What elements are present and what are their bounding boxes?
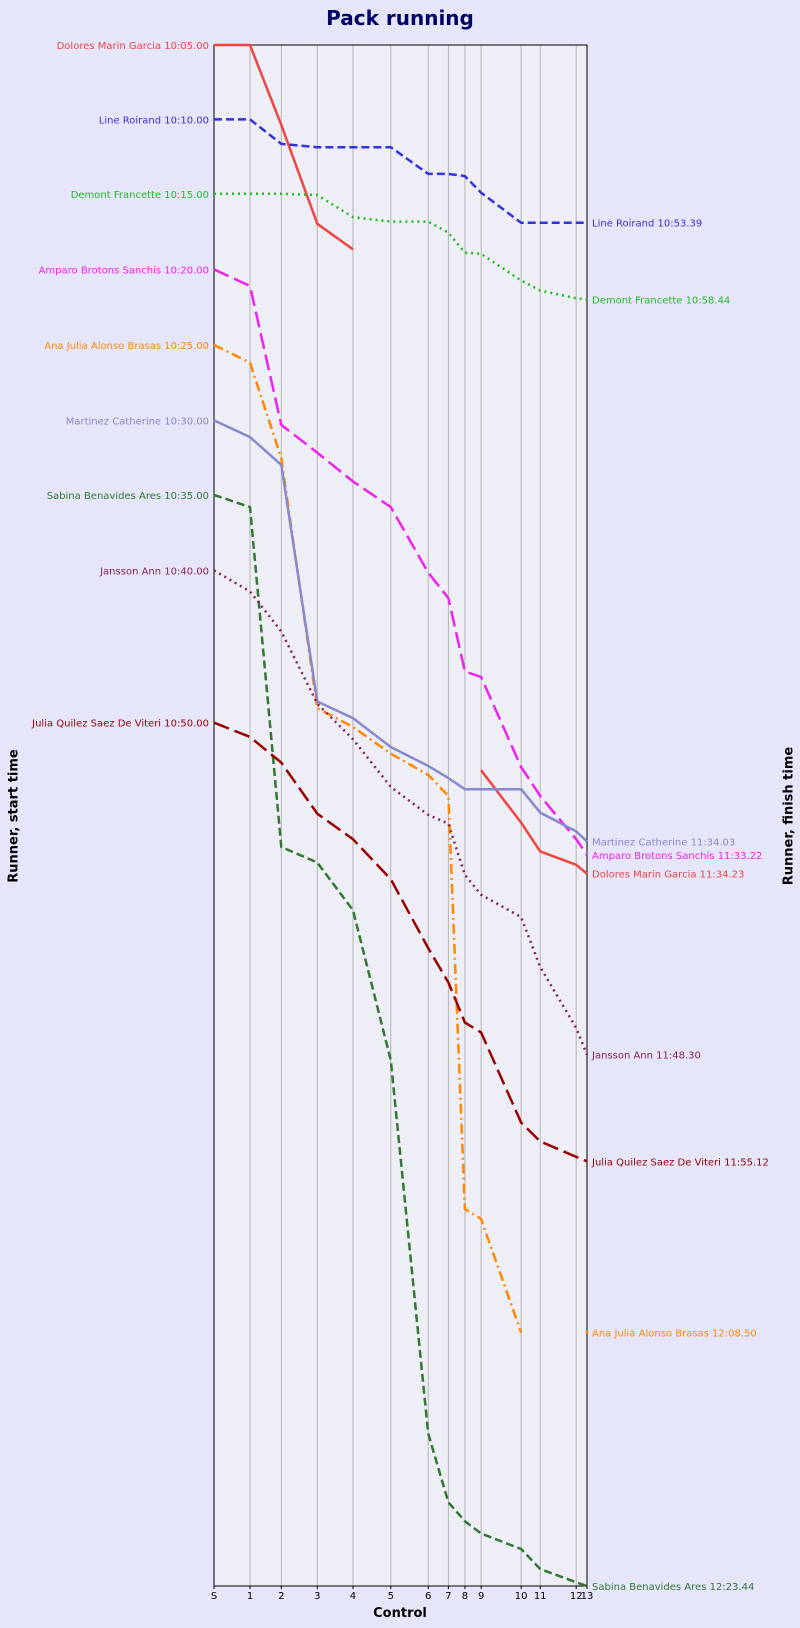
end-label: Dolores Marin Garcia 11:34.23 [592, 870, 744, 881]
chart-title: Pack running [326, 6, 474, 30]
end-label: Martinez Catherine 11:34.03 [592, 837, 735, 848]
start-label: Ana Julia Alonso Brasas 10:25.00 [44, 341, 209, 352]
x-tick-label: 10 [515, 1591, 528, 1602]
end-label: Line Roirand 10:53.39 [592, 219, 702, 230]
end-label: Jansson Ann 11:48.30 [591, 1051, 701, 1062]
x-tick-label: 7 [445, 1591, 451, 1602]
series-line [213, 343, 523, 1333]
start-label: Dolores Marin Garcia 10:05.00 [57, 41, 209, 52]
x-tick-label: 1 [247, 1591, 253, 1602]
series-line [213, 419, 588, 843]
series-line [213, 268, 589, 856]
start-label: Julia Quilez Saez De Viteri 10:50.00 [31, 719, 209, 730]
series-line [213, 569, 589, 1056]
x-axis-label: Control [373, 1606, 427, 1621]
x-tick-label: 2 [278, 1591, 284, 1602]
end-label: Amparo Brotons Sanchís 11:33.22 [592, 850, 762, 862]
series-line [213, 493, 588, 1588]
plot-frame [213, 44, 588, 1587]
series-line [480, 769, 588, 875]
end-label: Ana Julia Alonso Brasas 12:08.50 [592, 1328, 757, 1339]
plot-area [214, 45, 587, 1586]
start-label: Line Roirand 10:10.00 [99, 115, 209, 126]
x-tick-label: 12 [570, 1591, 583, 1602]
series-line [214, 192, 588, 301]
x-tick-label: 6 [425, 1591, 431, 1602]
x-tick-label: 8 [462, 1591, 468, 1602]
x-tick-label: S [211, 1591, 217, 1602]
x-tick-label: 13 [581, 1591, 594, 1602]
x-tick-label: 11 [534, 1591, 547, 1602]
end-marker [585, 1330, 589, 1334]
start-label: Martinez Catherine 10:30.00 [66, 416, 209, 427]
start-label: Sabina Benavides Ares 10:35.00 [47, 491, 209, 502]
end-label: Demont Francette 10:58.44 [592, 295, 730, 306]
series-line [214, 118, 587, 224]
x-tick-label: 9 [478, 1591, 484, 1602]
x-tick-label: 3 [314, 1591, 320, 1602]
start-label: Demont Francette 10:15.00 [71, 190, 209, 201]
start-label: Jansson Ann 10:40.00 [99, 566, 209, 577]
x-tick-label: 5 [388, 1591, 394, 1602]
series-line [213, 721, 588, 1163]
series-line [214, 43, 354, 251]
end-label: Julia Quilez Saez De Viteri 11:55.12 [591, 1157, 769, 1168]
end-label: Sabina Benavides Ares 12:23.44 [592, 1582, 754, 1593]
x-tick-label: 4 [350, 1591, 356, 1602]
start-label: Amparo Brotons Sanchís 10:20.00 [39, 264, 209, 276]
